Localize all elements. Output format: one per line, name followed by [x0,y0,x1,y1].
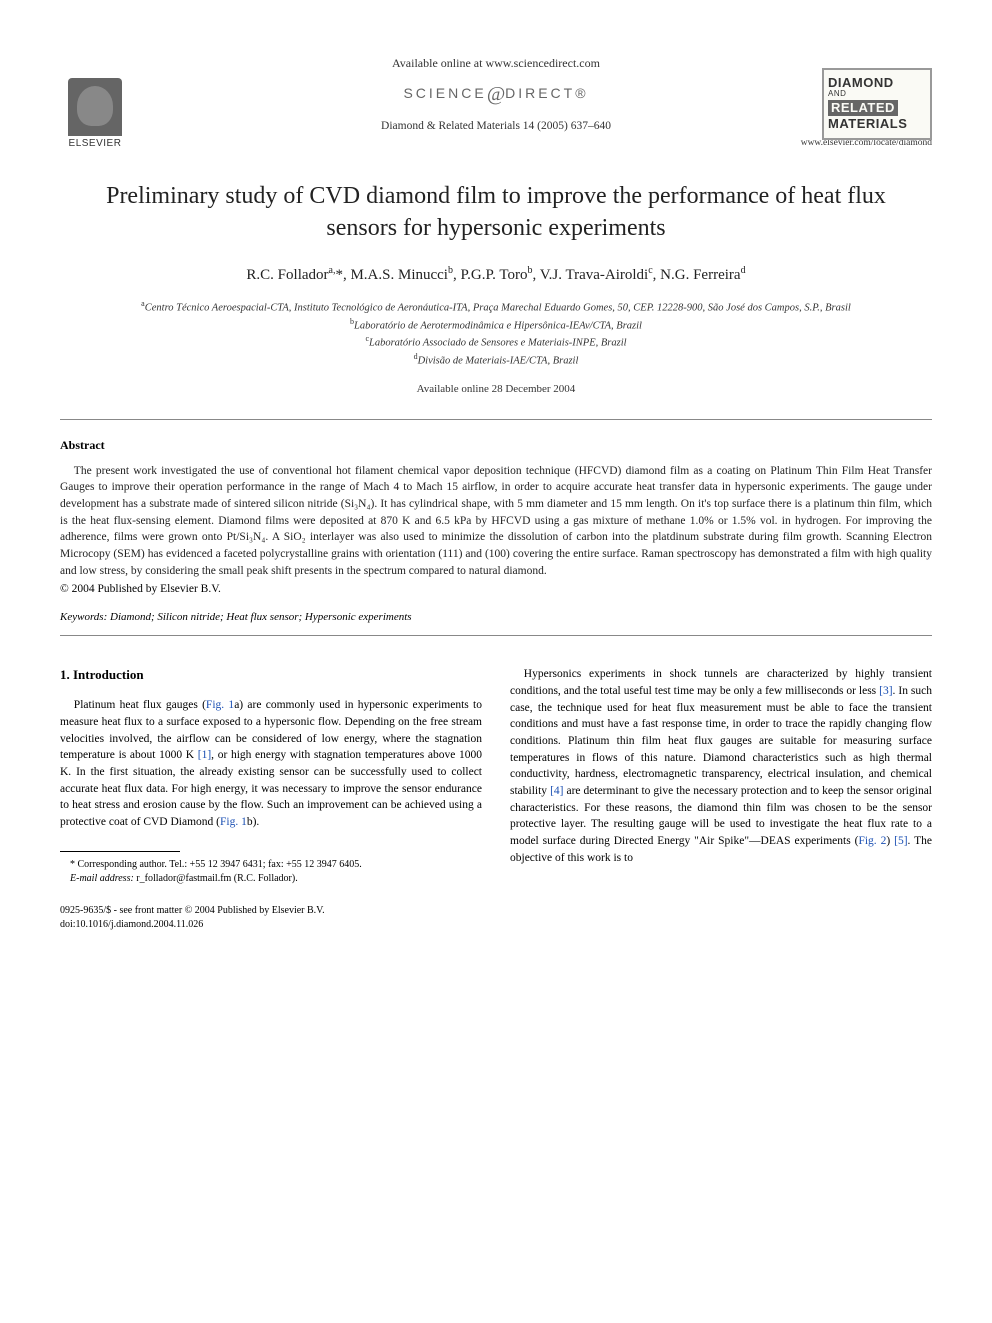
journal-reference: Diamond & Related Materials 14 (2005) 63… [60,120,932,132]
footer-info: 0925-9635/$ - see front matter © 2004 Pu… [60,904,932,932]
elsevier-logo: ELSEVIER [60,78,130,149]
corresponding-author-footnote: * Corresponding author. Tel.: +55 12 394… [60,858,482,886]
affiliations: aCentro Técnico Aeroespacial-CTA, Instit… [60,298,932,369]
journal-cover: DIAMOND AND RELATED MATERIALS [822,68,932,140]
authors-list: R.C. Folladora,*, M.A.S. Minuccib, P.G.P… [60,265,932,284]
email-line: E-mail address: r_follador@fastmail.fm (… [60,872,482,886]
footer-line1: 0925-9635/$ - see front matter © 2004 Pu… [60,904,932,918]
affiliation-c: cLaboratório Associado de Sensores e Mat… [60,333,932,351]
elsevier-name: ELSEVIER [60,138,130,149]
cover-line1: DIAMOND [828,75,894,90]
affiliation-d: dDivisão de Materiais-IAE/CTA, Brazil [60,351,932,369]
cover-line3: MATERIALS [828,116,907,131]
keywords-label: Keywords: [60,611,107,623]
affiliation-a: aCentro Técnico Aeroespacial-CTA, Instit… [60,298,932,316]
email-value: r_follador@fastmail.fm (R.C. Follador). [134,873,298,884]
copyright: © 2004 Published by Elsevier B.V. [60,583,932,595]
header-center: Available online at www.sciencedirect.co… [60,48,932,132]
elsevier-tree-icon [68,78,122,136]
sd-right: DIRECT® [505,85,588,101]
column-left: 1. Introduction Platinum heat flux gauge… [60,666,482,885]
email-label: E-mail address: [70,873,134,884]
footer-line2: doi:10.1016/j.diamond.2004.11.026 [60,918,932,932]
sciencedirect-logo: SCIENCE@DIRECT® [60,83,932,106]
divider [60,419,932,420]
intro-paragraph-2: Hypersonics experiments in shock tunnels… [510,666,932,866]
publication-date: Available online 28 December 2004 [60,383,932,395]
abstract-heading: Abstract [60,438,932,453]
column-right: Hypersonics experiments in shock tunnels… [510,666,932,885]
available-online-text: Available online at www.sciencedirect.co… [60,56,932,71]
footnote-divider [60,851,180,852]
article-title: Preliminary study of CVD diamond film to… [100,180,892,245]
divider [60,635,932,636]
affiliation-b: bLaboratório de Aerotermodinâmica e Hipe… [60,316,932,334]
sd-at-icon: @ [487,83,505,105]
journal-url: www.elsevier.com/locate/diamond [60,138,932,148]
sd-left: SCIENCE [403,85,486,101]
intro-paragraph-1: Platinum heat flux gauges (Fig. 1a) are … [60,697,482,830]
abstract-text: The present work investigated the use of… [60,463,932,580]
section-heading: 1. Introduction [60,666,482,685]
cover-title: DIAMOND AND RELATED MATERIALS [828,76,926,132]
keywords: Keywords: Diamond; Silicon nitride; Heat… [60,611,932,623]
page-header: ELSEVIER Available online at www.science… [60,48,932,148]
keywords-value: Diamond; Silicon nitride; Heat flux sens… [107,611,411,623]
corresponding-text: * Corresponding author. Tel.: +55 12 394… [60,858,482,872]
cover-and: AND [828,90,926,99]
cover-line2: RELATED [828,100,898,116]
body-columns: 1. Introduction Platinum heat flux gauge… [60,666,932,885]
